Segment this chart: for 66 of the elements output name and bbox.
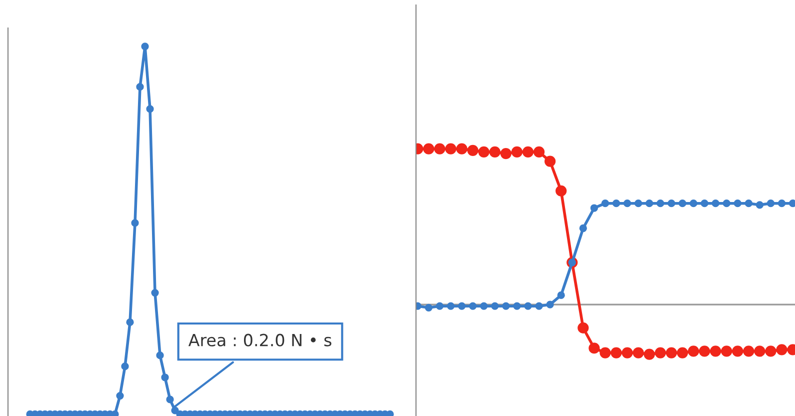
point xyxy=(535,302,543,310)
point xyxy=(676,347,688,358)
point xyxy=(756,201,764,209)
point xyxy=(712,200,720,208)
point xyxy=(668,200,676,208)
point xyxy=(524,302,532,310)
point xyxy=(754,346,766,357)
point xyxy=(700,200,708,208)
point xyxy=(600,347,611,358)
point xyxy=(778,200,786,208)
point xyxy=(743,346,754,357)
point xyxy=(423,143,434,154)
point xyxy=(445,143,456,154)
point xyxy=(511,146,523,158)
point xyxy=(513,302,521,310)
point xyxy=(446,302,455,310)
point xyxy=(546,300,554,308)
point xyxy=(644,348,655,360)
point xyxy=(601,200,610,208)
point xyxy=(776,344,788,356)
point xyxy=(480,302,488,310)
point xyxy=(557,291,565,300)
point xyxy=(489,146,500,158)
point xyxy=(522,146,534,158)
point xyxy=(646,200,654,208)
point xyxy=(469,302,477,310)
point xyxy=(734,200,742,208)
point xyxy=(678,200,686,208)
point xyxy=(623,200,632,208)
point xyxy=(467,144,478,156)
point xyxy=(500,148,512,160)
point xyxy=(533,146,545,158)
point xyxy=(721,346,732,357)
point xyxy=(588,342,600,354)
point xyxy=(612,200,620,208)
point xyxy=(722,200,730,208)
point xyxy=(478,146,490,158)
point xyxy=(634,200,642,208)
point xyxy=(458,302,466,310)
point xyxy=(698,346,710,357)
point xyxy=(688,346,700,357)
point xyxy=(666,347,677,358)
point xyxy=(632,347,644,358)
point xyxy=(424,304,433,312)
point xyxy=(788,200,795,208)
point xyxy=(579,224,587,232)
point xyxy=(610,347,622,358)
point xyxy=(590,204,598,212)
point xyxy=(690,200,698,208)
point xyxy=(656,200,664,208)
point xyxy=(744,200,752,208)
point xyxy=(502,302,510,310)
point xyxy=(710,346,722,357)
point xyxy=(456,143,468,154)
point xyxy=(654,347,666,358)
point xyxy=(556,185,567,196)
point xyxy=(436,302,444,310)
point xyxy=(765,346,776,357)
point xyxy=(578,322,589,334)
point xyxy=(434,143,446,154)
point xyxy=(766,200,775,208)
point xyxy=(732,346,744,357)
annotation: Area : 0.2.0 N • s xyxy=(188,334,332,346)
point xyxy=(491,302,499,310)
point xyxy=(544,156,556,167)
point xyxy=(622,347,633,358)
